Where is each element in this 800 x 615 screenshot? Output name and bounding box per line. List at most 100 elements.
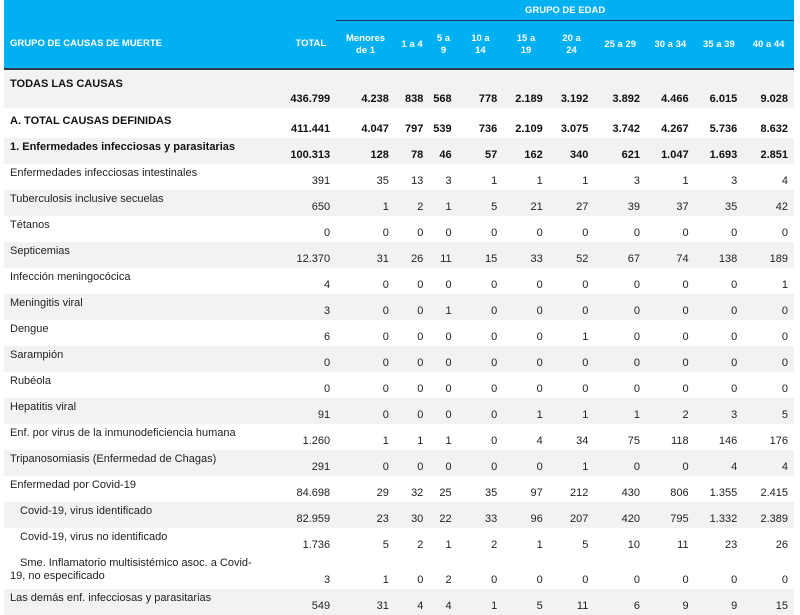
age-value-cell: 0 bbox=[336, 346, 395, 372]
total-cell: 84.698 bbox=[296, 487, 331, 499]
age-value-cell: 9.028 bbox=[743, 69, 794, 108]
age-value-cell: 430 bbox=[621, 487, 640, 499]
cause-label: Meningitis viral bbox=[4, 294, 286, 320]
age-value-cell: 0 bbox=[394, 346, 430, 372]
age-col-line2: 9 bbox=[440, 44, 447, 56]
age-value-cell: 2.851 bbox=[743, 138, 794, 164]
age-value-cell: 0 bbox=[503, 450, 549, 476]
age-value-cell: 4.267 bbox=[661, 123, 689, 135]
age-value-cell: 0 bbox=[682, 227, 689, 239]
total-cell: 3 bbox=[285, 294, 337, 320]
age-col-line1: 15 a bbox=[516, 32, 536, 44]
total-cell: 4 bbox=[324, 279, 331, 291]
age-value-cell: 736 bbox=[478, 123, 498, 135]
cause-label: Rubéola bbox=[10, 375, 51, 387]
age-value-cell: 118 bbox=[671, 435, 689, 447]
age-value-cell: 0 bbox=[429, 346, 458, 372]
table-row: Tripanosomiasis (Enfermedad de Chagas) 29… bbox=[4, 450, 794, 476]
age-value-cell: 162 bbox=[503, 138, 549, 164]
age-value-cell: 29 bbox=[376, 487, 389, 499]
age-value-cell: 212 bbox=[569, 487, 589, 499]
table-row: Septicemias 12.370 31 26 11 15 33 52 67 74 138 189 bbox=[4, 242, 794, 268]
age-value-cell: 778 bbox=[457, 69, 504, 108]
age-value-cell: 2 bbox=[394, 190, 430, 216]
age-col-line1: 1 a 4 bbox=[401, 38, 423, 50]
age-value-cell: 0 bbox=[417, 279, 424, 291]
age-value-cell: 0 bbox=[536, 383, 543, 395]
table-row: Las demás enf. infecciosas y parasitaria… bbox=[4, 589, 794, 615]
age-value-cell: 0 bbox=[594, 294, 646, 320]
age-col-header: 15 a 19 bbox=[503, 20, 549, 70]
total-cell: 549 bbox=[285, 589, 337, 615]
mortality-table: GRUPO DE EDAD GRUPO DE CAUSAS DE MUERTE … bbox=[4, 0, 794, 615]
age-value-cell: 0 bbox=[682, 383, 689, 395]
age-col-line1: 5 a bbox=[436, 32, 451, 44]
age-value-cell: 34 bbox=[576, 435, 589, 447]
age-value-cell: 4 bbox=[394, 589, 430, 615]
age-value-cell: 1 bbox=[457, 589, 504, 615]
age-col-line1: 40 a 44 bbox=[752, 38, 785, 50]
age-value-cell: 0 bbox=[582, 279, 589, 291]
age-value-cell: 4 bbox=[429, 589, 458, 615]
total-cell: 391 bbox=[311, 175, 331, 187]
age-value-cell: 4.466 bbox=[645, 69, 695, 108]
age-value-cell: 0 bbox=[682, 279, 689, 291]
age-value-cell: 1 bbox=[429, 190, 458, 216]
age-value-cell: 2 bbox=[645, 398, 695, 424]
total-cell: 1.260 bbox=[302, 435, 331, 447]
age-value-cell: 1 bbox=[548, 450, 595, 476]
age-value-cell: 3.192 bbox=[548, 69, 595, 108]
age-col-line1: 20 a bbox=[562, 32, 581, 44]
age-value-cell: 0 bbox=[491, 331, 498, 343]
table-row: Enf. por virus de la inmunodeficiencia h… bbox=[4, 424, 794, 450]
age-value-cell: 0 bbox=[548, 346, 595, 372]
age-value-cell: 0 bbox=[445, 383, 452, 395]
age-value-cell: 31 bbox=[336, 589, 395, 615]
age-value-cell: 4 bbox=[536, 435, 543, 447]
age-value-cell: 96 bbox=[503, 502, 549, 528]
age-value-cell: 0 bbox=[645, 294, 695, 320]
total-cell: 436.799 bbox=[285, 69, 337, 108]
age-value-cell: 2.415 bbox=[760, 487, 788, 499]
age-value-cell: 420 bbox=[594, 502, 646, 528]
total-cell: 1.736 bbox=[302, 539, 331, 551]
age-value-cell: 1 bbox=[582, 331, 589, 343]
age-value-cell: 26 bbox=[394, 242, 430, 268]
total-cell: 650 bbox=[285, 190, 337, 216]
age-value-cell: 15 bbox=[457, 242, 504, 268]
age-value-cell: 2.389 bbox=[743, 502, 794, 528]
age-col-header: 35 a 39 bbox=[694, 20, 744, 70]
age-value-cell: 0 bbox=[731, 383, 738, 395]
table-row: Tuberculosis inclusive secuelas 650 1 2 1 5 21… bbox=[4, 190, 794, 216]
age-value-cell: 3 bbox=[731, 175, 738, 187]
age-value-cell: 1.693 bbox=[694, 138, 744, 164]
age-value-cell: 30 bbox=[394, 502, 430, 528]
age-value-cell: 26 bbox=[775, 539, 788, 551]
cause-label: A. TOTAL CAUSAS DEFINIDAS bbox=[10, 115, 172, 127]
table-row: Enfermedad por Covid-19 84.698 29 32 25 35 97 2… bbox=[4, 476, 794, 502]
age-value-cell: 1.047 bbox=[645, 138, 695, 164]
cause-label: Tétanos bbox=[10, 219, 50, 231]
age-group-header: GRUPO DE EDAD bbox=[336, 0, 794, 21]
age-value-cell: 46 bbox=[429, 138, 458, 164]
age-col-header: 40 a 44 bbox=[743, 20, 794, 70]
age-value-cell: 0 bbox=[682, 574, 689, 586]
cause-label: Sarampión bbox=[4, 346, 286, 372]
age-value-cell: 189 bbox=[743, 242, 794, 268]
age-value-cell: 0 bbox=[382, 279, 389, 291]
age-value-cell: 0 bbox=[457, 294, 504, 320]
age-value-cell: 75 bbox=[627, 435, 640, 447]
age-value-cell: 33 bbox=[457, 502, 504, 528]
age-value-cell: 2 bbox=[445, 574, 452, 586]
age-value-cell: 21 bbox=[503, 190, 549, 216]
total-header: TOTAL bbox=[285, 20, 337, 70]
age-value-cell: 806 bbox=[670, 487, 689, 499]
age-value-cell: 4.238 bbox=[336, 69, 395, 108]
age-value-cell: 0 bbox=[645, 450, 695, 476]
age-value-cell: 1.332 bbox=[694, 502, 744, 528]
age-value-cell: 0 bbox=[382, 227, 389, 239]
total-cell: 100.313 bbox=[285, 138, 337, 164]
age-value-cell: 10 bbox=[627, 539, 640, 551]
age-value-cell: 11 bbox=[429, 242, 458, 268]
age-col-header: 30 a 34 bbox=[645, 20, 695, 70]
